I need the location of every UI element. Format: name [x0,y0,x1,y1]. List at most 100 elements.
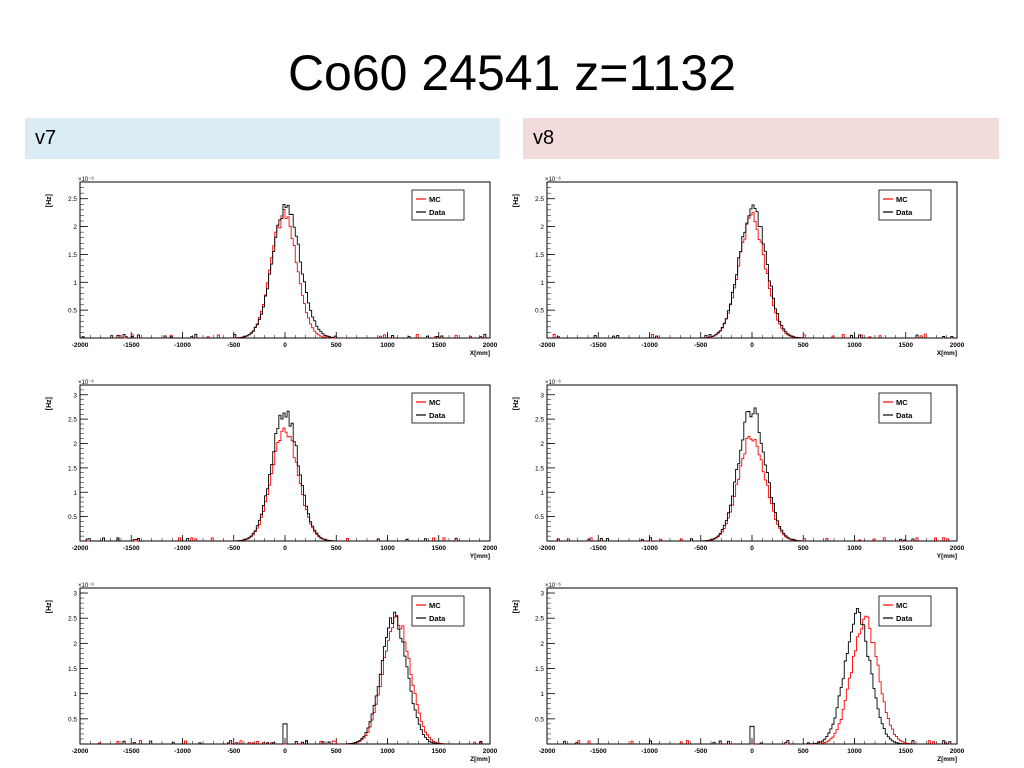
y-tick-label: 3 [73,392,77,399]
legend-label: Data [896,411,913,420]
y-tick-label: 1 [73,691,77,698]
x-tick-label: 500 [331,342,342,349]
legend-label: MC [429,601,441,610]
series-mc-line [80,427,490,542]
x-tick-label: 1000 [380,748,395,755]
y-tick-label: 1.5 [535,666,544,673]
x-tick-label: 2000 [950,545,965,552]
y-exponent-label: ×10⁻⁶ [78,582,94,589]
x-tick-label: 1500 [432,342,447,349]
y-tick-label: 1.5 [68,252,77,259]
series-data-line [547,607,957,745]
x-tick-label: 1000 [847,342,862,349]
x-tick-label: 1500 [899,748,914,755]
y-tick-label: 0.5 [535,716,544,723]
x-tick-label: 500 [331,545,342,552]
y-tick-label: 2 [73,224,77,231]
y-tick-label: 2.5 [68,417,77,424]
y-axis-label: [Hz] [513,600,520,613]
y-tick-label: 1 [73,280,77,287]
x-tick-label: 0 [283,748,287,755]
series-mc-line [80,208,490,339]
y-tick-label: 2 [73,641,77,648]
y-tick-label: 2.5 [68,196,77,203]
column-header-v7: v7 [25,118,500,159]
slide-title: Co60 24541 z=1132 [287,45,737,101]
x-tick-label: -500 [694,342,707,349]
x-tick-label: 2000 [483,748,498,755]
y-tick-label: 0.5 [535,308,544,315]
x-tick-label: -1000 [641,748,658,755]
y-tick-label: 2 [73,441,77,448]
histogram-v8-x: [Hz] ×10⁻⁶ 0.5 1 1.5 2 2.5 -2000 -1500 -1000 -500 0… [513,176,965,357]
x-tick-label: 2000 [483,545,498,552]
y-tick-label: 0.5 [68,308,77,315]
y-exponent-label: ×10⁻⁶ [545,379,561,386]
x-tick-label: -1000 [174,545,191,552]
x-tick-label: -1000 [641,342,658,349]
x-axis-label: Z[mm] [937,756,957,763]
x-tick-label: 500 [798,342,809,349]
y-axis-label: [Hz] [46,194,53,207]
y-tick-label: 1 [540,691,544,698]
legend-box [411,595,465,627]
series-mc-line [547,615,957,745]
x-axis-label: Y[mm] [470,553,490,560]
y-tick-label: 0.5 [68,716,77,723]
y-tick-label: 1.5 [535,252,544,259]
y-tick-label: 2 [540,641,544,648]
x-tick-label: -1500 [590,545,607,552]
series-data-line [80,611,490,745]
x-tick-label: -1500 [123,748,140,755]
x-tick-label: 500 [331,748,342,755]
legend-label: MC [429,398,441,407]
x-tick-label: 500 [798,748,809,755]
y-exponent-label: ×10⁻⁶ [78,379,94,386]
x-tick-label: 0 [750,545,754,552]
legend-box [878,392,932,424]
x-tick-label: -1500 [590,748,607,755]
x-tick-label: 1500 [432,545,447,552]
y-tick-label: 3 [73,591,77,598]
x-tick-label: 2000 [950,342,965,349]
x-tick-label: -500 [694,545,707,552]
y-tick-label: 2 [540,441,544,448]
x-tick-label: -2000 [72,342,89,349]
x-tick-label: 1500 [432,748,447,755]
x-tick-label: -1500 [123,545,140,552]
legend-label: MC [429,195,441,204]
y-tick-label: 1 [540,490,544,497]
column-header-v8: v8 [523,118,999,159]
y-tick-label: 1.5 [535,465,544,472]
y-tick-label: 0.5 [68,514,77,521]
histogram-v7-x: [Hz] ×10⁻⁶ 0.5 1 1.5 2 2.5 -2000 -1500 -1000 -500 0… [46,176,498,357]
legend-label: Data [429,411,446,420]
y-axis-label: [Hz] [46,600,53,613]
x-tick-label: 2000 [950,748,965,755]
series-data-line [547,407,957,542]
legend-label: Data [429,208,446,217]
x-axis-label: X[mm] [470,350,490,357]
x-tick-label: -2000 [72,748,89,755]
y-tick-label: 3 [540,392,544,399]
x-tick-label: -500 [694,748,707,755]
legend-box [878,595,932,627]
y-tick-label: 2.5 [68,616,77,623]
y-tick-label: 2.5 [535,196,544,203]
histogram-v7-z: [Hz] ×10⁻⁶ 0.5 1 1.5 2 2.5 3 -2000 -1500 -1000 -500… [46,582,498,763]
histogram-v8-z: [Hz] ×10⁻⁶ 0.5 1 1.5 2 2.5 3 -2000 -1500 -1000 -500… [513,582,965,763]
x-tick-label: -2000 [539,748,556,755]
y-axis-label: [Hz] [513,397,520,410]
y-exponent-label: ×10⁻⁶ [545,176,561,183]
y-axis-label: [Hz] [46,397,53,410]
y-exponent-label: ×10⁻⁶ [545,582,561,589]
x-tick-label: -500 [227,545,240,552]
x-tick-label: -500 [227,342,240,349]
legend-box [411,189,465,221]
y-axis-label: [Hz] [513,194,520,207]
legend-box [411,392,465,424]
y-tick-label: 1 [73,490,77,497]
series-mc-line [547,435,957,542]
x-tick-label: 1000 [847,748,862,755]
legend-label: Data [429,614,446,623]
